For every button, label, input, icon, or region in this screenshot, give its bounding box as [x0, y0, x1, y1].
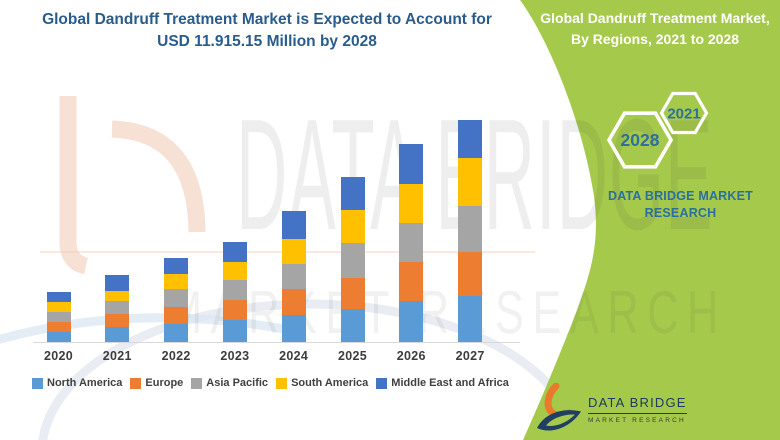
hexagon-graphic: 2021 2028	[606, 91, 709, 169]
hexagon-large-label: 2028	[621, 130, 660, 150]
legend-label-middle-east-and-africa: Middle East and Africa	[391, 377, 509, 389]
bar-2020-south-america	[46, 302, 71, 312]
x-axis-label-2022: 2022	[161, 349, 191, 363]
bar-2024-asia-pacific	[281, 264, 306, 289]
x-axis-label-2026: 2026	[396, 349, 426, 363]
chart-title-line1: Global Dandruff Treatment Market is Expe…	[42, 11, 492, 28]
bar-2022-middle-east-and-africa	[164, 258, 189, 274]
bar-2027-north-america	[458, 296, 483, 342]
bar-2022-europe	[164, 307, 189, 324]
watermark-blue-swoosh	[0, 313, 301, 344]
bar-2027-south-america	[458, 158, 483, 206]
x-axis-label-2023: 2023	[220, 349, 250, 363]
watermark-text-marketresearch: MARKET RESEARCH	[166, 279, 727, 346]
brand-text-line2: RESEARCH	[644, 205, 717, 220]
brand-text-line1: DATA BRIDGE MARKET	[607, 189, 754, 203]
legend-swatch-south-america	[276, 377, 288, 389]
bar-2027-middle-east-and-africa	[458, 120, 483, 158]
logo-subtitle: MARKET RESEARCH	[588, 416, 686, 424]
bar-2023-middle-east-and-africa	[222, 242, 247, 262]
legend-item-asia-pacific: Asia Pacific	[191, 377, 268, 389]
bar-2022-north-america	[164, 324, 189, 342]
bar-2026-south-america	[399, 184, 424, 223]
bar-2025-middle-east-and-africa	[340, 177, 365, 210]
x-axis-label-2020: 2020	[43, 349, 73, 363]
chart-title-line2: USD 11.915.15 Million by 2028	[157, 33, 377, 50]
bar-2023-north-america	[222, 320, 247, 342]
legend: North America Europe Asia Pacific South Ame…	[32, 377, 509, 389]
bar-2024-south-america	[281, 239, 306, 264]
legend-label-north-america: North America	[47, 377, 123, 389]
hexagon-large	[606, 111, 674, 169]
legend-swatch-middle-east-and-africa	[376, 377, 388, 389]
legend-item-middle-east-and-africa: Middle East and Africa	[376, 377, 509, 389]
watermark-ellipse	[38, 299, 582, 440]
bar-2021-europe	[105, 314, 130, 327]
bar-2024-europe	[281, 289, 306, 315]
chart-title: Global Dandruff Treatment Market is Expe…	[28, 9, 506, 53]
databridge-logo-icon	[537, 383, 581, 431]
bar-2020-north-america	[46, 332, 71, 342]
watermark-b-arc	[111, 120, 206, 233]
x-axis-label-2024: 2024	[279, 349, 309, 363]
bar-2025-north-america	[340, 309, 365, 342]
bar-2027-europe	[458, 252, 483, 296]
bar-2026-asia-pacific	[399, 223, 424, 262]
bar-2025-south-america	[340, 210, 365, 243]
legend-label-south-america: South America	[291, 377, 369, 389]
green-panel-path	[520, 0, 780, 440]
legend-item-europe: Europe	[130, 377, 183, 389]
legend-item-north-america: North America	[32, 377, 122, 389]
legend-swatch-europe	[130, 377, 142, 389]
bar-2020-middle-east-and-africa	[46, 292, 71, 302]
bar-2020-asia-pacific	[46, 312, 71, 322]
panel-header: Global Dandruff Treatment Market, By Reg…	[534, 8, 776, 50]
watermark-b-stem	[59, 96, 89, 275]
bar-2023-south-america	[222, 262, 247, 280]
hexagon-small	[659, 91, 709, 135]
x-axis-line	[33, 342, 520, 343]
bar-2021-asia-pacific	[105, 301, 130, 314]
bar-2021-south-america	[105, 291, 130, 301]
bar-2022-asia-pacific	[164, 289, 189, 307]
legend-label-europe: Europe	[145, 377, 184, 389]
bar-2024-middle-east-and-africa	[281, 211, 306, 239]
x-axis-label-2025: 2025	[337, 349, 367, 363]
databridge-logo-text: DATA BRIDGE MARKET RESEARCH	[588, 394, 687, 424]
logo-title: DATA BRIDGE	[588, 395, 687, 414]
bar-2022-south-america	[164, 274, 189, 289]
brand-text: DATA BRIDGE MARKET RESEARCH	[593, 188, 768, 222]
bar-2027-asia-pacific	[458, 206, 483, 252]
panel-header-line1: Global Dandruff Treatment Market,	[540, 10, 770, 26]
bar-2021-middle-east-and-africa	[105, 275, 130, 291]
legend-label-asia-pacific: Asia Pacific	[206, 377, 269, 389]
bar-2025-asia-pacific	[340, 243, 365, 278]
hexagon-small-label: 2021	[667, 106, 700, 123]
legend-item-south-america: South America	[276, 377, 368, 389]
x-axis-label-2021: 2021	[102, 349, 132, 363]
panel-header-line2: By Regions, 2021 to 2028	[570, 31, 740, 47]
bar-2026-north-america	[399, 301, 424, 342]
bar-2023-asia-pacific	[222, 280, 247, 300]
bar-2023-europe	[222, 300, 247, 320]
logo-swoosh-cutout	[546, 414, 575, 426]
bar-2026-middle-east-and-africa	[399, 144, 424, 184]
bar-2025-europe	[340, 278, 365, 309]
legend-swatch-asia-pacific	[191, 377, 203, 389]
bar-2020-europe	[46, 322, 71, 332]
x-axis-label-2027: 2027	[455, 349, 485, 363]
bar-2026-europe	[399, 262, 424, 301]
legend-swatch-north-america	[32, 377, 43, 389]
bar-2024-north-america	[281, 315, 306, 342]
bar-2021-north-america	[105, 327, 130, 342]
